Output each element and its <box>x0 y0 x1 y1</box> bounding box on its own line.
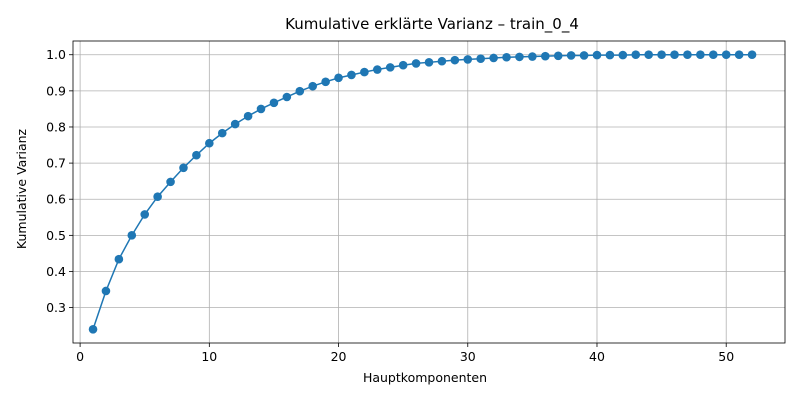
data-point <box>385 63 395 72</box>
y-tick-label: 0.5 <box>46 228 66 243</box>
x-axis-label: Hauptkomponenten <box>363 370 487 385</box>
data-point <box>721 50 731 60</box>
data-point <box>256 104 266 114</box>
data-point <box>411 59 421 68</box>
x-tick-label: 50 <box>718 349 734 364</box>
data-point <box>360 67 369 77</box>
data-point <box>114 254 124 264</box>
data-point <box>747 50 757 60</box>
data-point <box>618 50 628 60</box>
grid <box>73 41 785 343</box>
data-point <box>450 55 460 65</box>
data-point <box>217 128 227 138</box>
data-point <box>734 50 744 60</box>
data-point <box>166 177 175 187</box>
data-point <box>295 86 305 96</box>
data-point <box>592 50 602 60</box>
data-point <box>437 56 447 66</box>
data-point <box>127 231 137 240</box>
data-point <box>88 324 98 334</box>
y-tick-label: 0.3 <box>46 300 66 315</box>
series <box>88 50 757 334</box>
x-tick-label: 20 <box>331 349 347 364</box>
data-point <box>347 70 356 80</box>
data-point <box>179 163 188 173</box>
data-point <box>553 51 563 61</box>
x-tick-label: 10 <box>201 349 217 364</box>
axis-ticks: 0 10 20 30 40 50 0.3 0.4 0.5 0.6 0.7 0.8 0.9 1.0 <box>46 47 734 364</box>
y-axis-label: Kumulative Varianz <box>14 128 29 249</box>
data-point <box>631 50 641 60</box>
data-point <box>540 51 550 61</box>
data-point <box>153 192 162 201</box>
data-point <box>398 60 408 70</box>
data-point <box>282 92 292 102</box>
data-point <box>670 50 679 60</box>
data-point <box>515 52 524 62</box>
data-point <box>579 51 589 60</box>
y-tick-label: 0.4 <box>46 264 66 279</box>
plot-area-frame <box>72 40 786 344</box>
y-tick-label: 0.9 <box>46 83 66 98</box>
data-point <box>192 150 201 160</box>
y-tick-label: 0.6 <box>46 192 66 207</box>
data-point <box>476 54 485 64</box>
data-point <box>308 81 318 91</box>
data-point <box>657 50 666 60</box>
y-tick-label: 1.0 <box>46 47 66 62</box>
data-point <box>243 111 253 121</box>
data-point <box>683 50 692 60</box>
data-point <box>205 138 214 148</box>
variance-line <box>92 53 753 330</box>
data-point <box>605 50 615 60</box>
data-point <box>463 55 473 64</box>
data-point <box>334 73 343 83</box>
data-point <box>644 50 653 60</box>
x-tick-label: 0 <box>76 349 84 364</box>
x-tick-label: 30 <box>460 349 476 364</box>
y-tick-label: 0.7 <box>46 156 66 171</box>
data-point <box>230 119 240 129</box>
data-point <box>528 52 537 61</box>
data-point <box>708 50 718 60</box>
data-point <box>502 52 511 62</box>
data-point <box>269 98 279 108</box>
chart-title: Kumulative erklärte Varianz – train_0_4 <box>285 15 579 34</box>
data-point <box>424 58 434 67</box>
x-tick-label: 40 <box>589 349 605 364</box>
data-point <box>373 65 382 74</box>
y-tick-label: 0.8 <box>46 119 66 134</box>
data-point <box>140 210 150 219</box>
data-point <box>101 286 111 296</box>
data-point <box>489 53 498 63</box>
data-point <box>696 50 705 60</box>
data-point <box>566 51 576 60</box>
data-point <box>321 77 330 87</box>
